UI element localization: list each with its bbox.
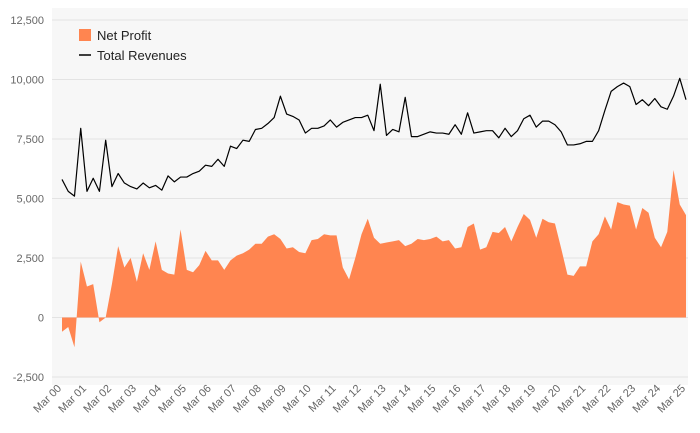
y-tick-label: 10,000: [10, 75, 44, 87]
y-tick-label: 0: [38, 313, 44, 325]
series-layer: [61, 77, 687, 348]
legend: Net Profit Total Revenues: [79, 28, 187, 63]
plot-background: [52, 8, 688, 385]
y-tick-label: 2,500: [16, 253, 44, 265]
legend-label-total-revenues: Total Revenues: [97, 48, 187, 63]
legend-label-net-profit: Net Profit: [97, 28, 152, 43]
total-revenues-line: [61, 77, 687, 197]
y-axis-ticks: 12,500 10,000 7,500 5,000 2,500 0 -2,500: [10, 15, 44, 384]
x-tick-label: Mar 25: [655, 383, 688, 416]
y-tick-label: -2,500: [13, 372, 44, 384]
y-tick-label: 12,500: [10, 15, 44, 27]
net-profit-area: [62, 169, 686, 348]
y-tick-label: 7,500: [16, 134, 44, 146]
y-tick-label: 5,000: [16, 194, 44, 206]
x-tick-label: Mar 10: [281, 383, 314, 416]
legend-swatch-net-profit: [79, 29, 91, 41]
